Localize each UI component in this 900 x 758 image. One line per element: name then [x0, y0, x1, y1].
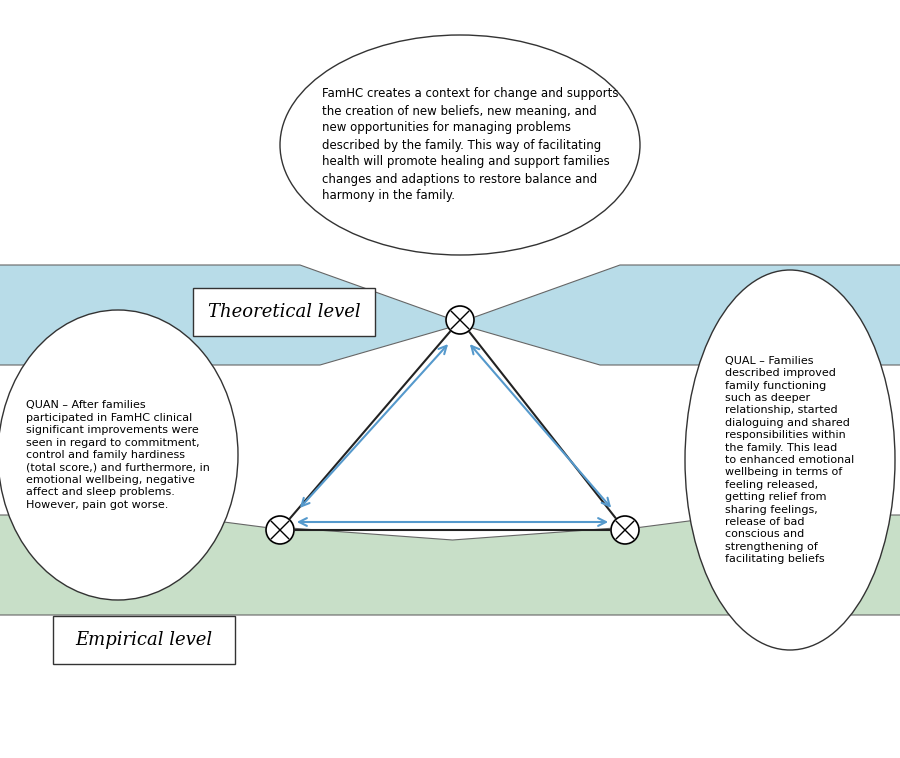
Circle shape: [266, 516, 294, 544]
Text: Empirical level: Empirical level: [76, 631, 212, 649]
Ellipse shape: [280, 35, 640, 255]
Text: Theoretical level: Theoretical level: [208, 303, 360, 321]
FancyBboxPatch shape: [53, 616, 235, 664]
FancyBboxPatch shape: [193, 288, 375, 336]
Text: QUAL – Families
described improved
family functioning
such as deeper
relationshi: QUAL – Families described improved famil…: [725, 356, 855, 564]
Polygon shape: [0, 515, 900, 615]
Text: FamHC creates a context for change and supports
the creation of new beliefs, new: FamHC creates a context for change and s…: [322, 87, 618, 202]
Polygon shape: [0, 265, 900, 365]
Circle shape: [446, 306, 474, 334]
Ellipse shape: [685, 270, 895, 650]
Circle shape: [611, 516, 639, 544]
Ellipse shape: [0, 310, 238, 600]
Text: QUAN – After families
participated in FamHC clinical
significant improvements we: QUAN – After families participated in Fa…: [26, 400, 210, 509]
